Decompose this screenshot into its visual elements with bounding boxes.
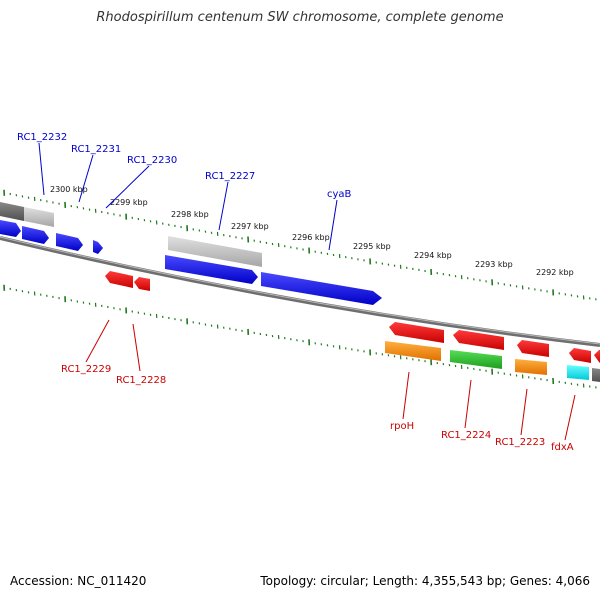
chromosome-backbone-highlight <box>0 236 600 345</box>
gene-label[interactable]: RC1_2232 <box>17 132 67 143</box>
kbp-label: 2299 kbp <box>110 198 148 207</box>
kbp-label: 2295 kbp <box>353 242 391 251</box>
kbp-label: 2293 kbp <box>475 260 513 269</box>
gene-arrow[interactable] <box>450 350 502 369</box>
gene-label[interactable]: RC1_2223 <box>495 437 545 448</box>
gene-arrow[interactable] <box>0 220 21 237</box>
gene-labels: RC1_2232 RC1_2231 RC1_2230 RC1_2227 cyaB… <box>17 132 574 453</box>
leader-lines <box>38 142 576 441</box>
gene-arrow[interactable] <box>389 322 444 343</box>
chromosome-backbone <box>0 236 600 347</box>
forward-strand-genes <box>0 220 382 305</box>
gene-arrow[interactable] <box>515 359 547 375</box>
inner-tick-row <box>3 284 597 389</box>
gene-feature <box>592 368 600 382</box>
genome-summary: Topology: circular; Length: 4,355,543 bp… <box>260 574 590 588</box>
gene-arrow[interactable] <box>105 271 133 288</box>
gene-label[interactable]: fdxA <box>551 442 574 453</box>
gene-arrow[interactable] <box>385 341 441 361</box>
map-title: Rhodospirillum centenum SW chromosome, c… <box>96 10 504 25</box>
grey-features <box>0 202 600 382</box>
gene-arrow[interactable] <box>594 350 600 363</box>
gene-label[interactable]: RC1_2229 <box>61 364 111 375</box>
accession-text: Accession: NC_011420 <box>10 574 147 588</box>
kbp-label: 2296 kbp <box>292 233 330 242</box>
gene-label[interactable]: RC1_2230 <box>127 155 177 166</box>
gene-label[interactable]: cyaB <box>327 189 352 200</box>
gene-arrow[interactable] <box>517 340 549 357</box>
kbp-label: 2292 kbp <box>536 268 574 277</box>
kbp-labels: 2300 kbp 2299 kbp 2298 kbp 2297 kbp 2296… <box>50 185 574 277</box>
gene-arrow[interactable] <box>453 330 504 350</box>
kbp-label: 2294 kbp <box>414 251 452 260</box>
gene-feature <box>0 202 24 221</box>
gene-label[interactable]: RC1_2231 <box>71 144 121 155</box>
gene-arrow[interactable] <box>165 255 258 284</box>
kbp-label: 2297 kbp <box>231 222 269 231</box>
gene-arrow[interactable] <box>261 272 382 305</box>
gene-feature <box>24 207 54 227</box>
gene-arrow[interactable] <box>93 240 103 254</box>
gene-arrow[interactable] <box>569 348 591 363</box>
reverse-strand-genes <box>105 271 600 380</box>
outer-tick-row <box>3 189 597 301</box>
gene-label[interactable]: RC1_2227 <box>205 171 255 182</box>
kbp-label: 2298 kbp <box>171 210 209 219</box>
gene-arrow[interactable] <box>56 233 83 251</box>
gene-feature <box>168 236 262 267</box>
gene-label[interactable]: RC1_2224 <box>441 430 491 441</box>
gene-label[interactable]: rpoH <box>390 421 414 432</box>
gene-arrow[interactable] <box>134 277 150 291</box>
kbp-label: 2300 kbp <box>50 185 88 194</box>
gene-arrow[interactable] <box>22 226 49 244</box>
gene-label[interactable]: RC1_2228 <box>116 375 166 386</box>
gene-arrow[interactable] <box>567 365 589 380</box>
